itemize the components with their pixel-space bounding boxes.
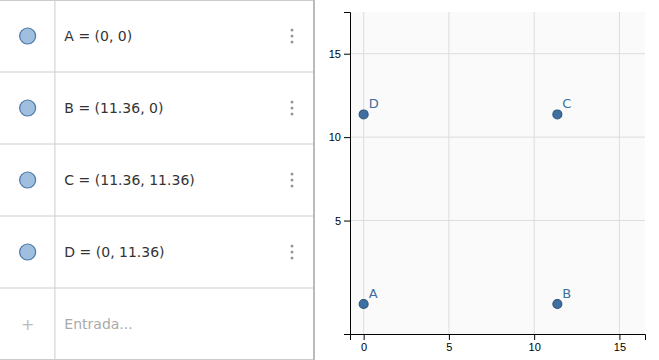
entry-row: C = (11.36, 11.36) [20, 172, 294, 188]
plot-background [350, 12, 645, 334]
point [553, 110, 562, 119]
tick-label: 10 [529, 341, 541, 353]
axis-line [344, 13, 351, 335]
tick-mark [619, 334, 620, 340]
row-divider [0, 0, 314, 1]
input-prompt: Entrada... [64, 316, 132, 332]
menu-dot [291, 29, 294, 32]
grid-line [350, 53, 645, 54]
menu-dot [291, 245, 294, 248]
grid-line [363, 12, 364, 334]
menu-dot [291, 179, 294, 182]
tick-label: 5 [335, 215, 341, 227]
plot: 0 5 10 15 5 10 15 A B C D [329, 12, 646, 353]
menu-dot [291, 173, 294, 176]
visibility-toggle [20, 244, 36, 260]
tick-mark [344, 54, 350, 55]
input-icon: + [21, 315, 34, 334]
tick-mark [364, 334, 365, 340]
y-axis: 5 10 15 [329, 13, 351, 335]
entry-row: B = (11.36, 0) [20, 100, 294, 116]
row-divider [0, 216, 314, 217]
menu-dot [291, 185, 294, 188]
menu-dot [291, 107, 294, 110]
tick-label: 15 [329, 48, 341, 60]
tick: 0 [361, 334, 367, 353]
grid-line [350, 137, 645, 138]
entry-panel: A = (0, 0) B = (11.36, 0) C = (11.36, 11.3… [0, 0, 314, 360]
tick: 10 [529, 334, 541, 353]
entry-label: C = (11.36, 11.36) [64, 172, 194, 188]
visibility-toggle [20, 28, 36, 44]
point [553, 299, 562, 308]
menu-dot [291, 257, 294, 260]
entry-label: B = (11.36, 0) [64, 100, 163, 116]
entry-label: D = (0, 11.36) [64, 244, 164, 260]
grid-line [619, 12, 620, 334]
tick: 5 [446, 334, 452, 353]
point-labels: A B C D [369, 96, 572, 301]
tick-mark [449, 334, 450, 340]
point [359, 110, 368, 119]
grid-line [350, 220, 645, 221]
menu-dot [291, 41, 294, 44]
row-divider [0, 72, 314, 73]
chart: A = (0, 0) B = (11.36, 0) C = (11.36, 11.3… [0, 0, 659, 360]
x-axis: 0 5 10 15 [351, 334, 646, 353]
tick-mark [344, 137, 350, 138]
entry-label: A = (0, 0) [64, 28, 132, 44]
panel-separator [313, 0, 315, 360]
tick: 15 [329, 48, 350, 60]
axis-line [351, 335, 646, 341]
entry-row: D = (0, 11.36) [20, 244, 294, 260]
visibility-toggle [20, 172, 36, 188]
tick: 15 [614, 334, 626, 353]
entry-row: A = (0, 0) [20, 28, 294, 44]
grid-line [534, 12, 535, 334]
menu-dot [291, 251, 294, 254]
point-label: C [562, 96, 571, 111]
point-label: D [369, 96, 379, 111]
grid-line [448, 12, 449, 334]
row-divider [0, 288, 314, 289]
tick: 5 [335, 215, 350, 227]
column-divider [54, 0, 55, 360]
tick: 10 [329, 131, 350, 143]
menu-dot [291, 113, 294, 116]
row-divider [0, 359, 314, 360]
tick-label: 0 [361, 341, 367, 353]
menu-dot [291, 101, 294, 104]
tick-label: 15 [614, 341, 626, 353]
visibility-toggle [20, 100, 36, 116]
grid [350, 12, 645, 334]
tick-mark [534, 334, 535, 340]
tick-label: 5 [446, 341, 452, 353]
points [359, 110, 562, 309]
row-divider [0, 144, 314, 145]
point-label: A [369, 286, 378, 301]
tick-mark [344, 221, 350, 222]
menu-dot [291, 35, 294, 38]
point [359, 299, 368, 308]
tick-label: 10 [329, 131, 341, 143]
point-label: B [562, 286, 571, 301]
